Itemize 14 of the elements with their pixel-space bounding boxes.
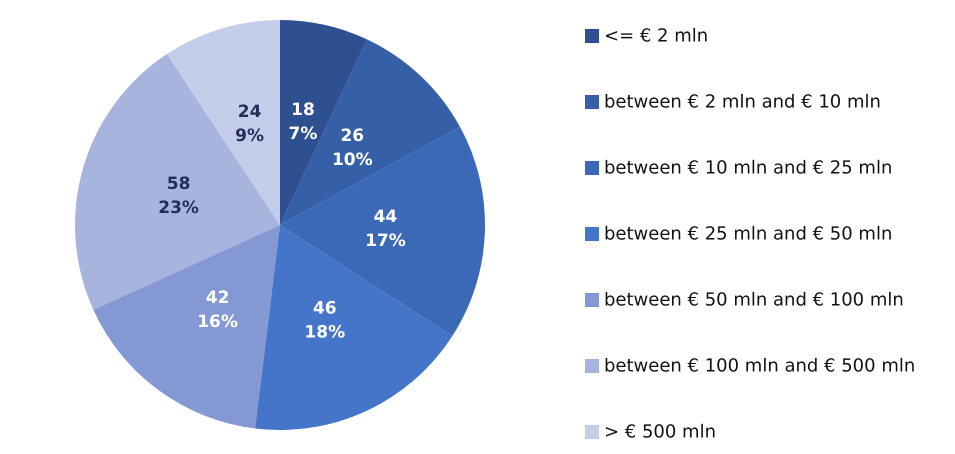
legend-label: between € 2 mln and € 10 mln	[604, 92, 881, 112]
legend-label: between € 50 mln and € 100 mln	[604, 290, 904, 310]
legend-label: between € 10 mln and € 25 mln	[604, 158, 892, 178]
data-label: 26 10%	[332, 126, 373, 170]
data-label: 44 17%	[365, 206, 406, 251]
legend-label: between € 100 mln and € 500 mln	[604, 356, 916, 376]
legend-label: <= € 2 mln	[604, 26, 708, 46]
data-label: 58 23%	[158, 174, 199, 218]
legend-label: between € 25 mln and € 50 mln	[604, 224, 892, 244]
legend-label: > € 500 mln	[604, 422, 716, 442]
data-label: 42 16%	[197, 288, 238, 332]
data-label: 46 18%	[304, 298, 346, 343]
data-label: 24 9%	[235, 102, 264, 146]
data-label: 18 7%	[288, 100, 318, 144]
